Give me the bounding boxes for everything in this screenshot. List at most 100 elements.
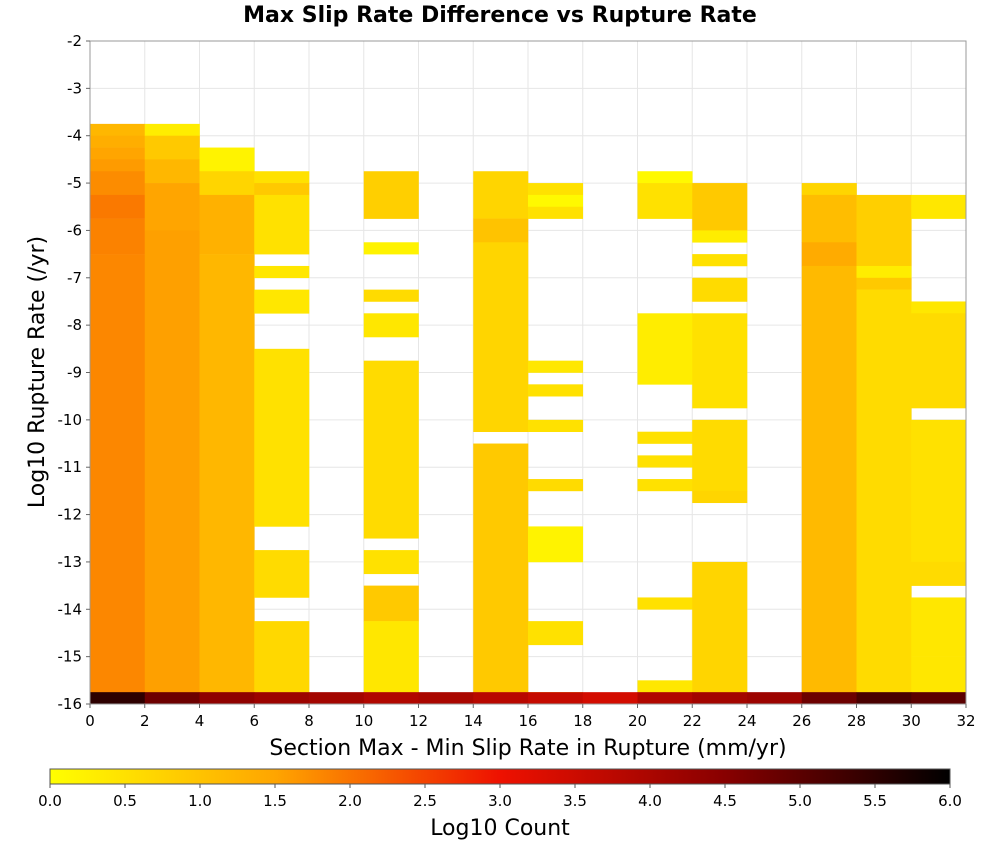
y-tick-label: -15 [58,648,83,666]
heatmap-cell [144,135,200,160]
heatmap-cell [90,218,146,255]
x-tick-label: 10 [354,712,373,730]
x-tick-label: 22 [683,712,702,730]
heatmap-cell-bottom [582,692,638,704]
heatmap-cell [90,159,146,172]
heatmap-cell [144,230,200,705]
x-tick-label: 26 [792,712,811,730]
x-tick-label: 0 [85,712,95,730]
y-tick-label: -7 [67,269,82,287]
heatmap-cell [363,621,419,693]
colorbar-tick-label: 6.0 [938,792,962,810]
heatmap-cell [637,313,693,385]
x-tick-label: 20 [628,712,647,730]
x-tick-label: 18 [573,712,592,730]
x-tick-label: 14 [464,712,483,730]
heatmap-cell [637,183,693,219]
x-tick-label: 2 [140,712,150,730]
heatmap-cell [90,123,146,137]
heatmap-cell [911,194,967,219]
y-tick-label: -4 [67,127,82,145]
heatmap-cell [144,159,200,184]
heatmap-cell [692,183,748,231]
y-tick-label: -5 [67,174,82,192]
y-tick-label: -8 [67,316,82,334]
heatmap-cell [801,194,857,243]
heatmap-cell [911,301,967,314]
heatmap-cell [801,265,857,705]
heatmap-cell [528,183,584,196]
heatmap-cell [856,289,912,705]
x-tick-label: 30 [902,712,921,730]
heatmap-cell-bottom [254,692,310,704]
y-tick-label: -16 [58,695,83,713]
heatmap-cell [363,289,419,302]
heatmap-cell [473,171,529,219]
y-axis-ticks: -2 -3 -4 -5 -6 -7 -8 -9 -10 -11 -12 -13 -14 -15 -16 [58,32,90,713]
colorbar [49,768,951,785]
y-tick-label: -11 [58,458,83,476]
colorbar-tick-label: 2.0 [338,792,362,810]
heatmap-cell [637,680,693,693]
colorbar-tick-label: 3.0 [488,792,512,810]
x-tick-label: 4 [195,712,205,730]
y-tick-label: -12 [58,506,83,524]
heatmap-cell-bottom [363,692,419,704]
heatmap-cell [528,206,584,219]
heatmap-cell [911,431,967,563]
heatmap-cell [692,419,748,492]
y-tick-label: -9 [67,364,82,382]
colorbar-label: Log10 Count [430,816,570,841]
heatmap-cell [254,171,310,184]
x-tick-label: 28 [847,712,866,730]
heatmap-cell [363,360,419,539]
y-tick-label: -6 [67,221,82,239]
heatmap-cell [801,242,857,267]
chart-title: Max Slip Rate Difference vs Rupture Rate [243,3,757,28]
colorbar-ticks: 0.0 0.5 1.0 1.5 2.0 2.5 3.0 3.5 4.0 4.5 5.0 5.5 6.0 [38,784,962,810]
heatmap-cell-bottom [801,692,857,704]
heatmap-cell [528,621,584,646]
heatmap-cell-bottom [528,692,584,704]
heatmap-cell-bottom [90,692,146,704]
heatmap-cell-bottom [418,692,474,704]
heatmap-cell [911,597,967,657]
heatmap-cell [254,194,310,255]
heatmap-cell [473,242,529,432]
colorbar-tick-label: 2.5 [413,792,437,810]
heatmap-cell [528,360,584,373]
heatmap-cell [90,254,146,705]
colorbar-tick-label: 3.5 [563,792,587,810]
heatmap-cell-bottom [911,692,967,704]
heatmap-cell [856,194,912,267]
y-tick-label: -3 [67,79,82,97]
heatmap-cell [801,183,857,196]
colorbar-tick-label: 5.5 [863,792,887,810]
heatmap-cell-bottom [637,692,693,704]
heatmap-cell [90,171,146,196]
x-tick-label: 6 [249,712,259,730]
heatmap-cell [692,230,748,243]
heatmap-cell-bottom [144,692,200,704]
heatmap-cell [254,289,310,314]
heatmap-cell [856,277,912,290]
colorbar-tick-label: 1.5 [263,792,287,810]
heatmap-cell [856,265,912,279]
heatmap-cell-bottom [199,692,255,704]
heatmap-cell [473,218,529,243]
heatmap-cell [911,313,967,409]
heatmap-cell [254,621,310,693]
y-tick-label: -2 [67,32,82,50]
heatmap-cell [692,277,748,302]
heatmap-cell [90,147,146,160]
heatmap-cell [363,550,419,575]
heatmap-cell [363,242,419,255]
x-tick-label: 24 [737,712,756,730]
x-axis-label: Section Max - Min Slip Rate in Rupture (… [269,736,786,761]
x-tick-label: 12 [409,712,428,730]
heatmap-cell [199,147,255,172]
colorbar-tick-label: 5.0 [788,792,812,810]
heatmap-cell [363,171,419,219]
x-tick-label: 8 [304,712,314,730]
